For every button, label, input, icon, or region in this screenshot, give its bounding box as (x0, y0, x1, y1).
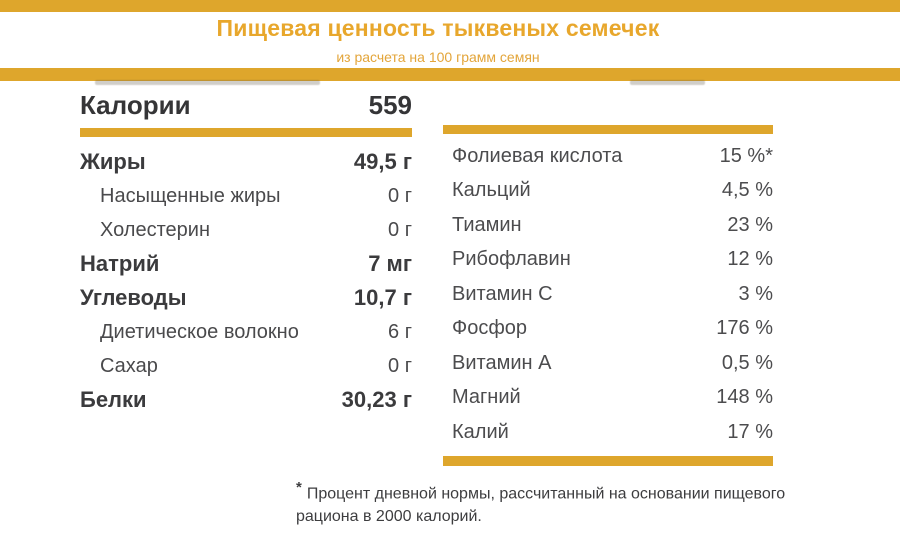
table-row-thiamine: Тиамин 23 % (443, 208, 773, 243)
covered-text-artifact (630, 80, 705, 85)
nutrient-label: Жиры (80, 149, 146, 174)
table-row-riboflavin: Рибофлавин 12 % (443, 243, 773, 278)
nutrient-value: 0 г (388, 354, 412, 377)
footnote-asterisk: * (296, 479, 302, 496)
calories-label: Калории (80, 90, 191, 120)
table-row-carbohydrates: Углеводы 10,7 г (80, 281, 412, 315)
table-row-folic-acid: Фолиевая кислота 15 %* (443, 139, 773, 174)
table-row-fats: Жиры 49,5 г (80, 145, 412, 179)
vitamin-label: Фосфор (452, 317, 528, 340)
nutrient-label: Насыщенные жиры (100, 184, 281, 207)
vitamin-label: Магний (452, 386, 521, 409)
nutrient-value: 0 г (388, 184, 412, 207)
table-row-vitamin-c: Витамин C 3 % (443, 277, 773, 312)
nutrient-label: Белки (80, 387, 147, 412)
vitamin-label: Калий (452, 420, 509, 443)
footnote: * Процент дневной нормы, рассчитанный на … (296, 477, 811, 529)
table-row-calcium: Кальций 4,5 % (443, 174, 773, 209)
vitamins-minerals-panel: Фолиевая кислота 15 %* Кальций 4,5 % Тиа… (443, 125, 773, 466)
page-subtitle: из расчета на 100 грамм семян (336, 49, 540, 65)
covered-text-artifact (95, 80, 320, 85)
vitamin-value: 23 % (727, 213, 773, 236)
vitamin-value: 17 % (727, 420, 773, 443)
table-row-vitamin-a: Витамин A 0,5 % (443, 346, 773, 381)
nutrient-label: Натрий (80, 251, 160, 276)
nutrient-value: 30,23 г (341, 387, 412, 412)
vitamin-label: Витамин C (452, 282, 553, 305)
table-row-saturated-fats: Насыщенные жиры 0 г (80, 179, 412, 213)
table-row-potassium: Калий 17 % (443, 415, 773, 450)
table-row-magnesium: Магний 148 % (443, 381, 773, 416)
vitamin-value: 15 %* (719, 144, 773, 167)
nutrient-value: 7 мг (368, 251, 412, 276)
nutrient-value: 10,7 г (353, 285, 412, 310)
vitamin-value: 3 % (738, 282, 773, 305)
header-divider-bar (0, 68, 900, 81)
table-row-phosphorus: Фосфор 176 % (443, 312, 773, 347)
macronutrients-panel: Калории 559 Жиры 49,5 г Насыщенные жиры … (80, 86, 412, 417)
vitamin-label: Фолиевая кислота (452, 144, 623, 167)
vitamin-value: 12 % (727, 248, 773, 271)
nutrient-label: Углеводы (80, 285, 187, 310)
nutrient-value: 0 г (388, 218, 412, 241)
nutrient-value: 6 г (388, 320, 412, 343)
nutrient-label: Диетическое волокно (100, 320, 299, 343)
table-row-sugar: Сахар 0 г (80, 349, 412, 383)
table-row-protein: Белки 30,23 г (80, 383, 412, 417)
table-row-dietary-fiber: Диетическое волокно 6 г (80, 315, 412, 349)
vitamin-value: 0,5 % (721, 351, 773, 374)
header: Пищевая ценность тыквеных семечек из рас… (0, 15, 876, 65)
vitamin-value: 148 % (716, 386, 773, 409)
calories-value: 559 (368, 90, 412, 120)
nutrient-value: 49,5 г (353, 149, 412, 174)
footnote-text: Процент дневной нормы, рассчитанный на о… (296, 485, 786, 526)
vitamin-label: Витамин A (452, 351, 552, 374)
vitamin-label: Кальций (452, 179, 531, 202)
calories-row: Калории 559 (80, 86, 412, 124)
page-title: Пищевая ценность тыквеных семечек (216, 15, 660, 41)
table-row-sodium: Натрий 7 мг (80, 247, 412, 281)
vitamin-value: 4,5 % (721, 179, 773, 202)
vitamin-label: Тиамин (452, 213, 522, 236)
top-accent-bar (0, 0, 900, 12)
vitamin-label: Рибофлавин (452, 248, 571, 271)
vitamin-value: 176 % (716, 317, 773, 340)
nutrient-label: Холестерин (100, 218, 210, 241)
calories-divider-bar (80, 128, 412, 137)
table-row-cholesterol: Холестерин 0 г (80, 213, 412, 247)
vitamins-top-bar (443, 125, 773, 134)
vitamins-bottom-bar (443, 455, 773, 466)
nutrient-label: Сахар (100, 354, 158, 377)
